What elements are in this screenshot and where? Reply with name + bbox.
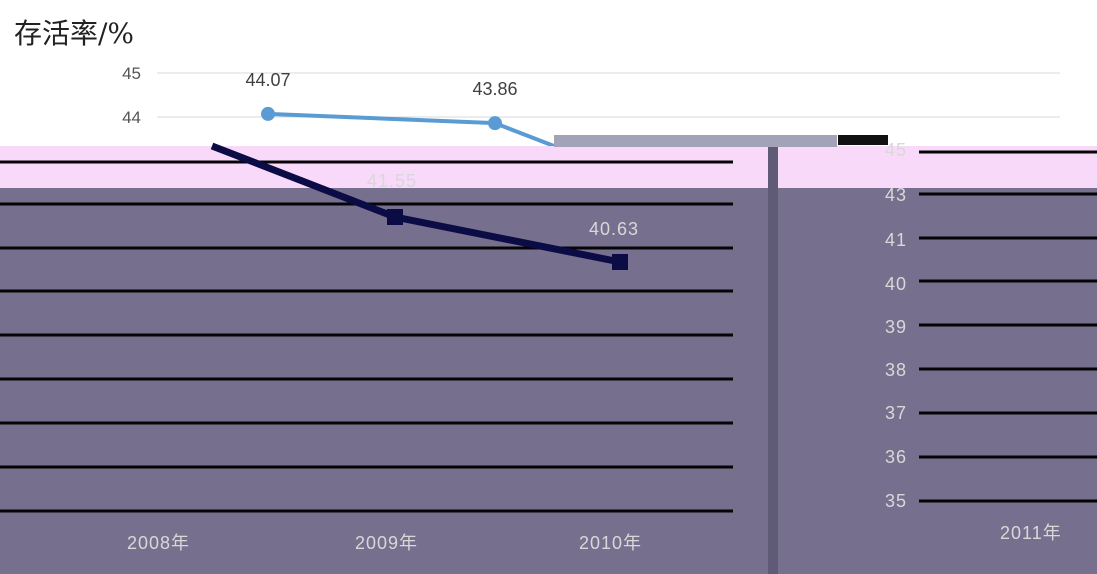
corrupted-area: 41.55 40.63 2008年 2009年 2010年 2011年 45 4… (0, 135, 1097, 574)
corrupt-label: 40.63 (589, 219, 639, 239)
y-axis-title: 存活率/% (14, 17, 134, 50)
corrupt-y-label: 43 (885, 185, 907, 205)
corrupt-y-label: 45 (885, 140, 907, 160)
y-tick-label: 44 (122, 108, 141, 127)
corrupt-divider (768, 146, 778, 574)
corrupt-y-label: 38 (885, 360, 907, 380)
corrupt-y-label: 39 (885, 317, 907, 337)
corrupt-band (0, 146, 1097, 188)
corrupt-label: 41.55 (367, 171, 417, 191)
corrupt-y-label: 41 (885, 230, 907, 250)
corrupt-x-label: 2008年 (127, 533, 190, 553)
y-tick-labels: 45 44 (122, 64, 141, 127)
y-tick-label: 45 (122, 64, 141, 83)
series-line (266, 111, 556, 148)
corrupt-panel-left (0, 188, 768, 574)
corrupt-x-label: 2011年 (1000, 523, 1062, 543)
data-label: 43.86 (472, 79, 517, 99)
corrupt-strip (554, 135, 837, 147)
corrupt-block (838, 135, 888, 145)
data-point (261, 106, 275, 121)
corrupt-y-label: 37 (885, 403, 907, 423)
data-label: 44.07 (245, 70, 290, 90)
gridlines (157, 72, 1060, 118)
data-point (488, 116, 502, 131)
corrupt-marker (387, 209, 403, 225)
corrupt-x-label: 2010年 (579, 533, 642, 553)
corrupt-y-label: 40 (885, 274, 907, 294)
corrupt-gridlines (0, 150, 1097, 513)
corrupt-marker (612, 254, 628, 270)
series-layer: 44.07 43.86 (245, 70, 556, 148)
corrupt-y-label: 35 (885, 491, 907, 511)
corrupt-y-label: 36 (885, 447, 907, 467)
corrupt-x-label: 2009年 (355, 533, 418, 553)
corrupt-panel-right (778, 188, 1097, 574)
